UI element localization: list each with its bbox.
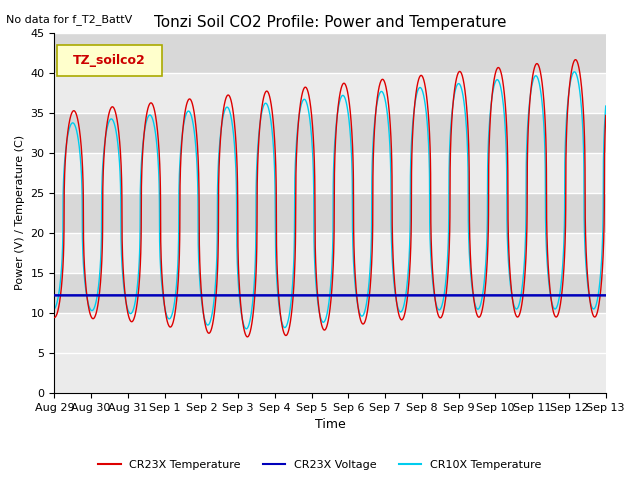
Text: No data for f_T2_BattV: No data for f_T2_BattV xyxy=(6,14,132,25)
Legend: CR23X Temperature, CR23X Voltage, CR10X Temperature: CR23X Temperature, CR23X Voltage, CR10X … xyxy=(94,456,546,474)
Y-axis label: Power (V) / Temperature (C): Power (V) / Temperature (C) xyxy=(15,135,25,290)
Bar xyxy=(54,193,605,233)
Bar xyxy=(54,33,605,72)
Bar xyxy=(54,113,605,153)
Bar xyxy=(54,273,605,313)
FancyBboxPatch shape xyxy=(57,45,162,76)
X-axis label: Time: Time xyxy=(315,419,346,432)
Text: TZ_soilco2: TZ_soilco2 xyxy=(73,54,146,67)
Title: Tonzi Soil CO2 Profile: Power and Temperature: Tonzi Soil CO2 Profile: Power and Temper… xyxy=(154,15,506,30)
